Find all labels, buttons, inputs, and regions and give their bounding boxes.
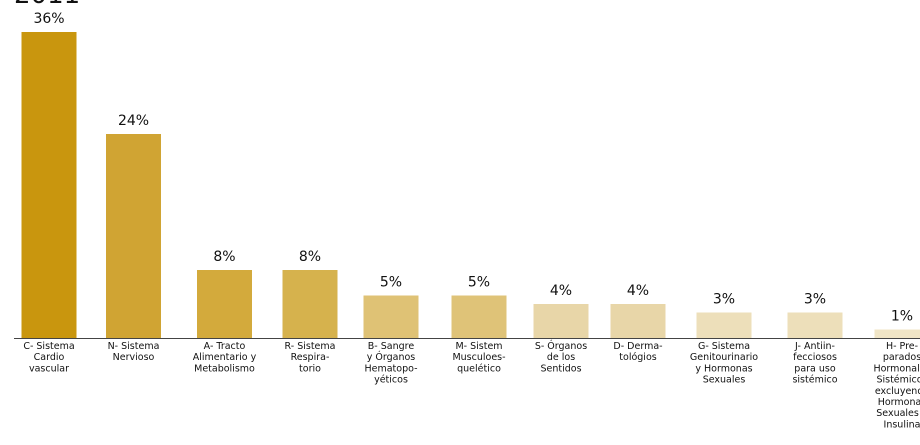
category-label-line: R- Sistema bbox=[285, 341, 336, 352]
category-label-line: fecciosos bbox=[793, 352, 837, 363]
category-label-line: B- Sangre bbox=[368, 341, 415, 352]
category-label-line: Metabolismo bbox=[194, 363, 255, 374]
category-label-7: S- Órganos de los Sentidos bbox=[535, 340, 587, 374]
chart-title: 2011 bbox=[14, 0, 80, 10]
category-label-line: A- Tracto bbox=[204, 341, 246, 352]
category-label-line: sistémico bbox=[792, 375, 837, 386]
value-label-10: 3% bbox=[804, 292, 826, 308]
bars-group: 36% C- Sistema Cardio vascular 24% N- Sistema… bbox=[21, 11, 920, 430]
category-label-11: H- Pre-paradosHormonalesSistémicosexcluy… bbox=[873, 341, 920, 430]
category-label-line: Sentidos bbox=[540, 363, 581, 374]
value-label-11: 1% bbox=[891, 309, 913, 325]
bar-2 bbox=[106, 134, 161, 338]
category-label-line: S- Órganos bbox=[535, 340, 587, 352]
value-label-9: 3% bbox=[713, 292, 735, 308]
category-label-line: Alimentario y bbox=[193, 352, 257, 363]
category-label-line: Cardio bbox=[34, 352, 65, 363]
category-label-line: J- Antiin- bbox=[794, 341, 835, 352]
category-label-line: tológios bbox=[619, 352, 656, 363]
category-label-6: M- Sistem Musculoes-quelético bbox=[452, 341, 505, 374]
value-label-3: 8% bbox=[213, 249, 235, 265]
bar-1 bbox=[21, 32, 77, 338]
category-label-line: Hormonas bbox=[878, 397, 920, 408]
category-label-line: N- Sistema bbox=[108, 341, 160, 352]
category-label-line: para uso bbox=[794, 363, 836, 374]
value-label-7: 4% bbox=[550, 283, 572, 299]
category-label-line: Insulina bbox=[884, 419, 920, 430]
category-label-line: vascular bbox=[29, 363, 69, 374]
category-label-line: torio bbox=[299, 363, 321, 374]
category-label-9: G- Sistema Genitourinario y Hormonas Sexual… bbox=[690, 341, 758, 386]
category-label-4: R- Sistema Respira-torio bbox=[285, 341, 336, 374]
category-label-2: N- Sistema Nervioso bbox=[108, 341, 160, 363]
bar-7 bbox=[533, 304, 589, 338]
category-label-line: C- Sistema bbox=[23, 341, 74, 352]
category-label-line: Sistémicos bbox=[876, 375, 920, 386]
bar-6 bbox=[451, 295, 507, 338]
category-label-line: D- Derma- bbox=[613, 341, 662, 352]
bar-5 bbox=[363, 295, 419, 338]
category-label-3: A- Tracto Alimentario y Metabolismo bbox=[193, 341, 257, 374]
category-label-line: yéticos bbox=[374, 375, 408, 386]
value-label-2: 24% bbox=[118, 113, 149, 129]
category-label-line: Sexuales e bbox=[876, 408, 920, 419]
bar-3 bbox=[197, 270, 252, 338]
category-label-10: J- Antiin-fecciosos para uso sistémico bbox=[792, 341, 837, 386]
bar-10 bbox=[787, 312, 843, 338]
bar-8 bbox=[610, 304, 666, 338]
category-label-line: y Hormonas bbox=[695, 363, 752, 374]
category-label-line: Musculoes- bbox=[452, 352, 505, 363]
category-label-line: Sexuales bbox=[703, 375, 746, 386]
category-label-line: H- Pre- bbox=[886, 341, 918, 352]
category-label-line: M- Sistem bbox=[455, 341, 502, 352]
category-label-8: D- Derma-tológios bbox=[613, 341, 662, 363]
category-label-line: quelético bbox=[457, 363, 501, 374]
bar-9 bbox=[696, 312, 752, 338]
category-label-line: excluyendo bbox=[875, 386, 920, 397]
category-label-line: parados bbox=[883, 352, 920, 363]
value-label-4: 8% bbox=[299, 249, 321, 265]
value-label-1: 36% bbox=[33, 11, 64, 27]
category-label-line: Genitourinario bbox=[690, 352, 758, 363]
category-label-line: Hormonales bbox=[873, 363, 920, 374]
category-label-line: Respira- bbox=[291, 352, 330, 363]
category-label-line: de los bbox=[547, 352, 575, 363]
category-label-line: y Órganos bbox=[367, 351, 416, 363]
bar-4 bbox=[282, 270, 338, 338]
value-label-8: 4% bbox=[627, 283, 649, 299]
value-label-5: 5% bbox=[380, 275, 402, 291]
category-label-1: C- Sistema Cardio vascular bbox=[23, 341, 74, 374]
bar-11 bbox=[874, 329, 920, 338]
category-label-5: B- Sangre y Órganos Hematopo-yéticos bbox=[364, 341, 417, 386]
category-label-line: Nervioso bbox=[113, 352, 155, 363]
category-label-line: G- Sistema bbox=[698, 341, 750, 352]
category-label-line: Hematopo- bbox=[364, 363, 417, 374]
value-label-6: 5% bbox=[468, 275, 490, 291]
